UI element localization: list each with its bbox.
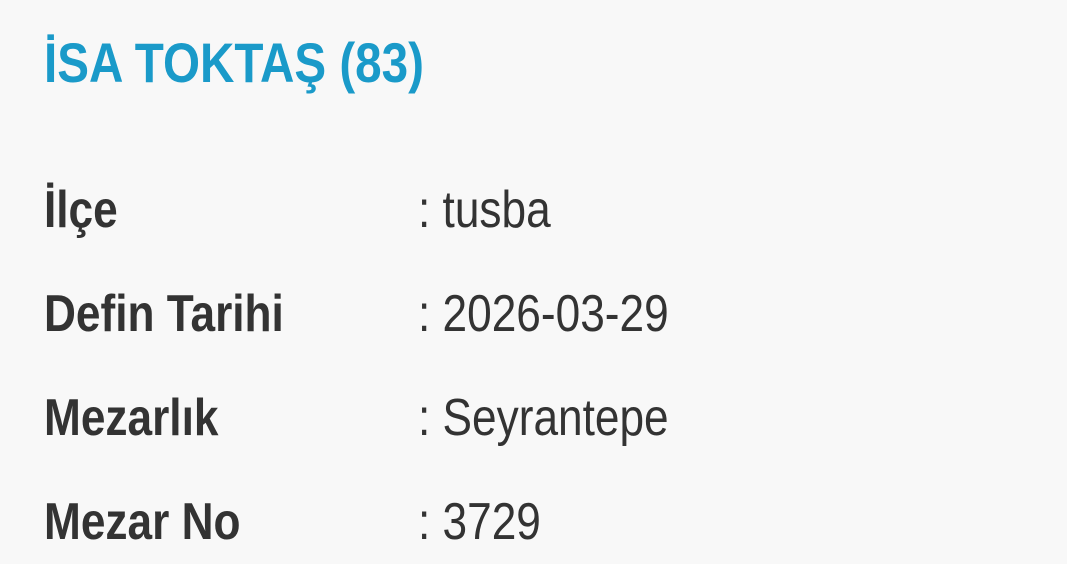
field-value: : 3729 <box>418 493 541 551</box>
person-name-title: İSA TOKTAŞ (83) <box>44 31 424 94</box>
field-label: Defin Tarihi <box>44 285 284 343</box>
field-value: : Seyrantepe <box>418 389 669 447</box>
field-label: Mezar No <box>44 493 241 551</box>
field-label: Mezarlık <box>44 389 219 447</box>
field-value: : tusba <box>418 181 551 239</box>
field-label: İlçe <box>44 181 118 239</box>
field-value: : 2026-03-29 <box>418 285 669 343</box>
